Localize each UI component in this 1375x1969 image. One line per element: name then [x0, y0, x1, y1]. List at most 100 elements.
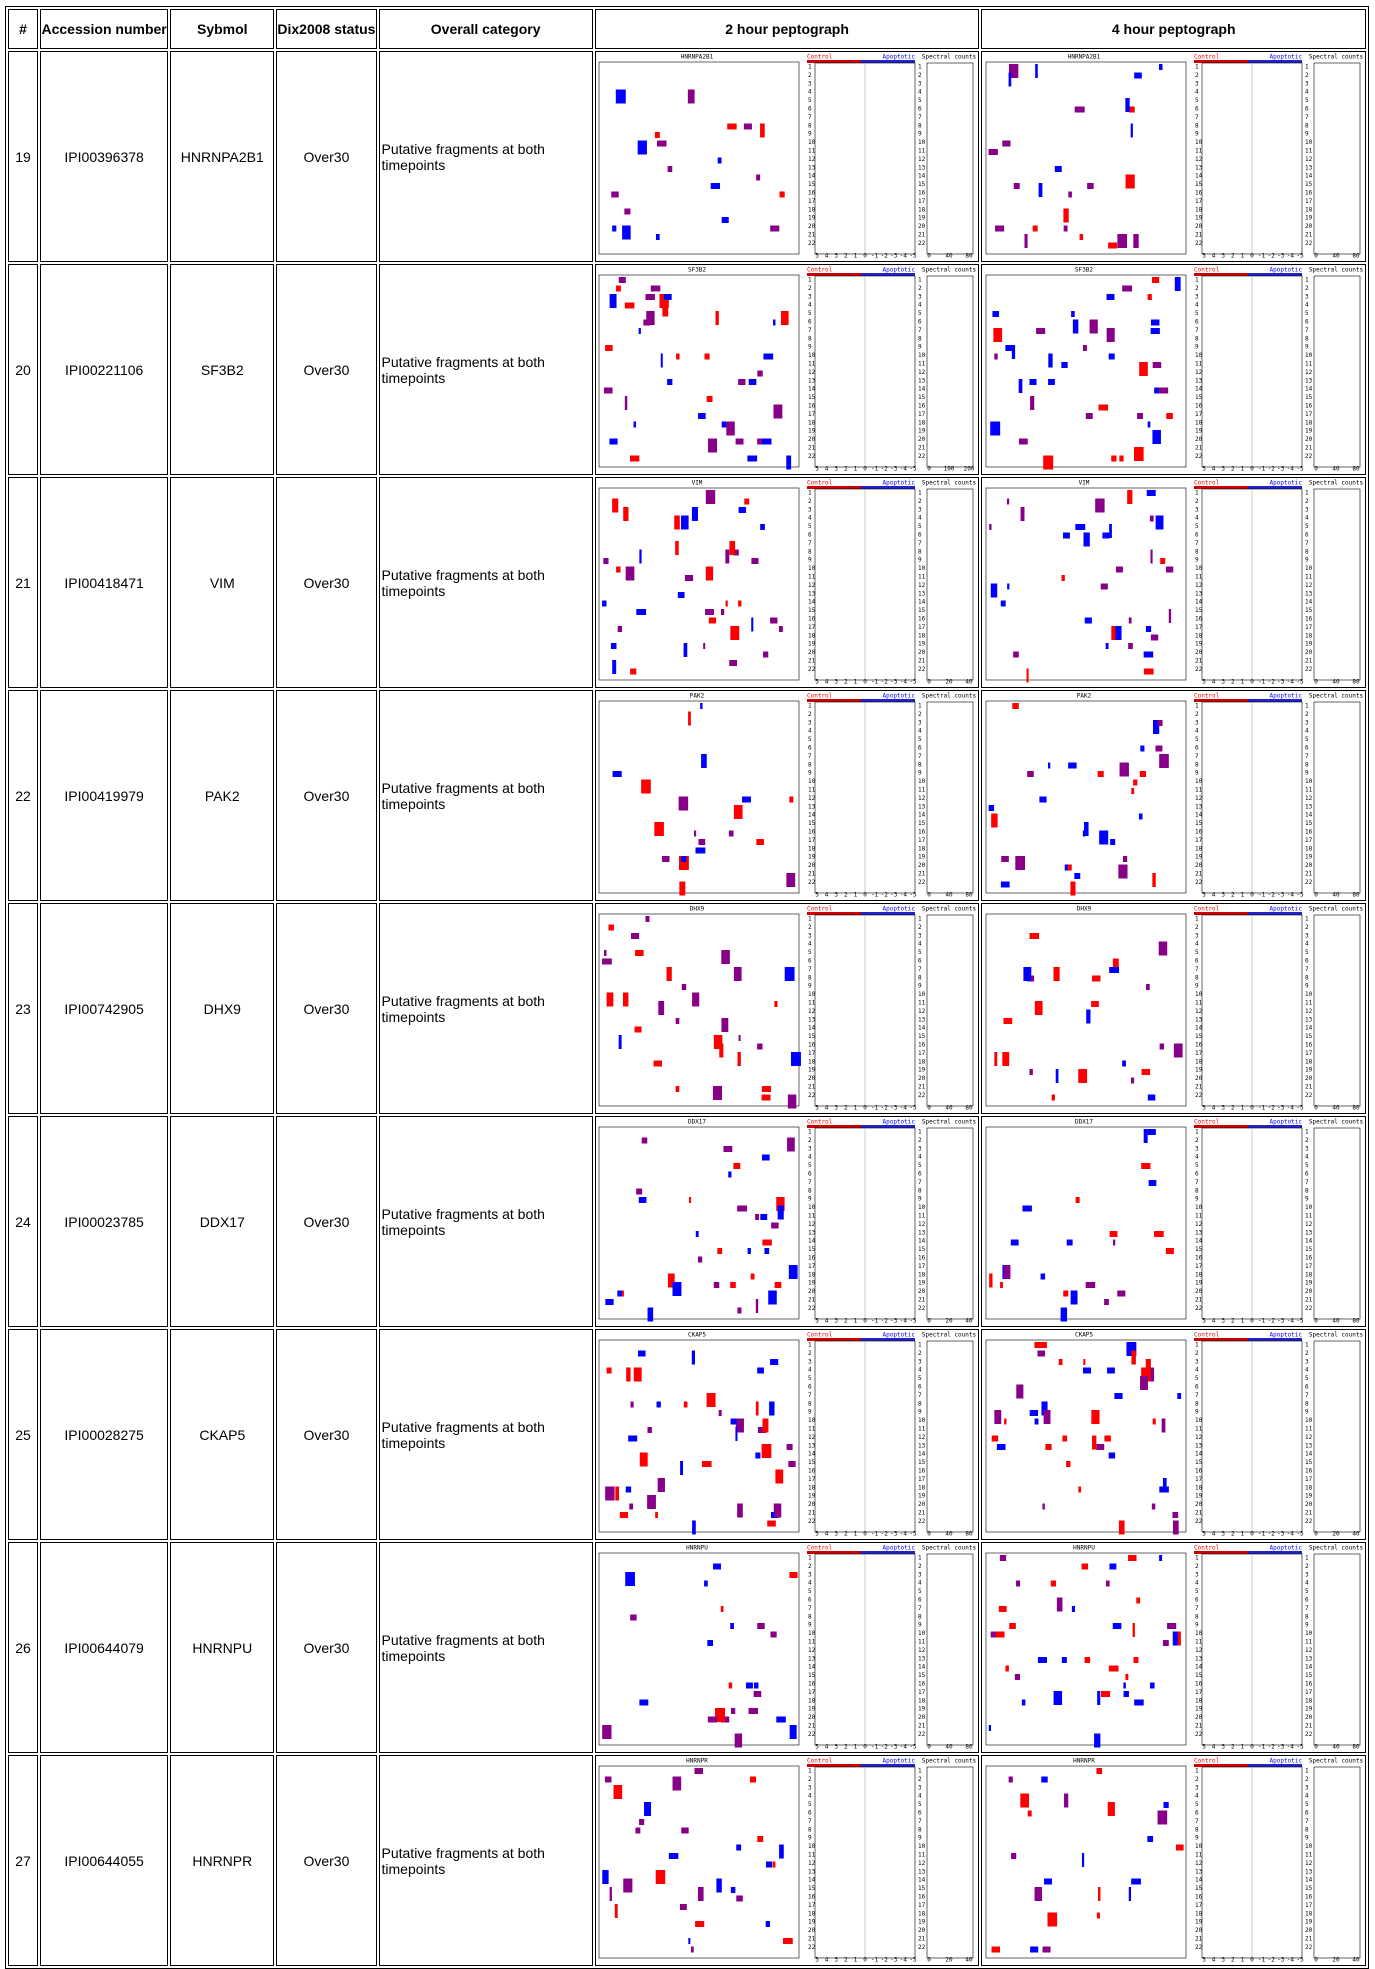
lane-number: 7 [918, 1605, 922, 1612]
dix2008-status: Over30 [276, 690, 377, 901]
table-row: 19 IPI00396378 HNRNPA2B1 Over30 Putative fra… [8, 51, 1366, 262]
lane-number: 10 [918, 1843, 926, 1850]
lane-number: 15 [918, 1672, 926, 1679]
lane-number: 7 [1305, 753, 1309, 760]
apoptotic-label: Apoptotic [883, 1545, 916, 1552]
lane-number: 7 [1305, 1179, 1309, 1186]
peptide-band [634, 1026, 642, 1033]
lane-number: 1 [1305, 916, 1309, 923]
lane-number: 18 [808, 1484, 816, 1491]
lane-number: 18 [1305, 845, 1313, 852]
peptide-band [1138, 362, 1148, 376]
fold-tick-label: 1 [854, 1744, 858, 1750]
lane-number: 12 [808, 1434, 816, 1441]
lane-number: 20 [918, 1714, 926, 1721]
fold-tick-label: -2 [881, 1531, 889, 1537]
lane-number: 5 [918, 736, 922, 743]
fold-tick-label: 2 [1231, 1318, 1235, 1324]
lane-number: 4 [808, 515, 812, 522]
lane-number: 16 [918, 1468, 926, 1475]
peptide-band [721, 421, 730, 428]
peptide-band [1073, 873, 1080, 879]
counts-panel [926, 275, 974, 468]
lane-number: 7 [1195, 966, 1199, 973]
peptide-band [1157, 1810, 1167, 1825]
lane-number: 5 [918, 310, 922, 317]
lane-number: 4 [1305, 1580, 1309, 1587]
peptide-band [786, 1444, 793, 1450]
lane-number: 1 [808, 1768, 812, 1775]
peptide-band [1003, 1018, 1012, 1024]
peptide-band [720, 1606, 724, 1612]
fold-tick-label: -5 [909, 466, 917, 472]
gradient-bar-red [1193, 273, 1248, 276]
lane-number: 15 [1195, 820, 1203, 827]
lane-number: 18 [1305, 632, 1313, 639]
counts-panel [1313, 701, 1360, 894]
lane-number: 5 [1195, 1162, 1199, 1169]
lane-number: 11 [1305, 1639, 1313, 1646]
peptide-band [1152, 1418, 1156, 1425]
symbol: HNRNPA2B1 [170, 51, 275, 262]
fold-tick-label: 0 [863, 253, 867, 259]
counts-panel [926, 1127, 974, 1320]
lane-number: 4 [1305, 89, 1309, 96]
peptide-band [1085, 1282, 1095, 1288]
lane-number: 2 [918, 1563, 922, 1570]
lane-number: 7 [918, 1392, 922, 1399]
peptide-band [1054, 166, 1062, 172]
peptide-band [1130, 123, 1133, 138]
peptide-band [1043, 1410, 1051, 1424]
fold-tick-label: -4 [1286, 1744, 1294, 1750]
count-tick-label: 40 [1332, 1318, 1340, 1324]
peptograph-title: SF3B2 [688, 267, 706, 274]
count-tick-label: 80 [965, 1105, 973, 1111]
lane-number: 21 [1305, 1510, 1313, 1517]
fold-tick-label: 4 [1211, 892, 1215, 898]
peptide-band [772, 1861, 776, 1868]
gradient-bar-blue [861, 699, 916, 702]
fold-tick-label: 3 [1221, 679, 1225, 685]
peptide-band [692, 507, 699, 521]
peptide-band [721, 217, 729, 223]
fold-tick-label: 3 [834, 892, 838, 898]
count-tick-label: 20 [1332, 1957, 1340, 1963]
lane-number: 21 [1305, 1936, 1313, 1943]
lane-number: 18 [918, 632, 926, 639]
lane-number: 1 [808, 1555, 812, 1562]
table-row: 21 IPI00418471 VIM Over30 Putative fragments… [8, 477, 1366, 688]
peptide-band [655, 1870, 666, 1884]
peptide-band [733, 549, 739, 556]
lane-number: 4 [808, 89, 812, 96]
peptide-band [630, 1401, 634, 1408]
fold-tick-label: -5 [909, 253, 917, 259]
lane-number: 18 [1195, 1058, 1203, 1065]
lane-number: 21 [918, 658, 926, 665]
fold-tick-label: -5 [1296, 1957, 1304, 1963]
lane-number: 4 [918, 515, 922, 522]
lane-number: 15 [808, 1246, 816, 1253]
lane-number: 10 [1305, 1204, 1313, 1211]
peptograph-2h-cell: HNRNPU Control Apoptotic Spectral counts 1 1 2… [594, 1542, 980, 1753]
lane-number: 17 [918, 837, 926, 844]
overall-category: Putative fragments at both timepoints [378, 477, 593, 688]
lane-number: 3 [918, 506, 922, 513]
fold-tick-label: 3 [1221, 1957, 1225, 1963]
lane-number: 5 [808, 310, 812, 317]
peptide-band [1072, 319, 1079, 334]
lane-number: 1 [1305, 703, 1309, 710]
peptide-band [609, 294, 617, 308]
lane-number: 8 [808, 761, 812, 768]
fold-tick-label: -5 [909, 1744, 917, 1750]
lane-number: 17 [1305, 837, 1313, 844]
peptide-band [757, 438, 762, 445]
lane-number: 19 [808, 428, 816, 435]
peptide-band [1063, 225, 1068, 232]
lane-number: 8 [1195, 1613, 1199, 1620]
lane-number: 18 [918, 206, 926, 213]
peptide-band [1125, 1674, 1129, 1680]
lane-number: 20 [1195, 1501, 1203, 1508]
accession-number: IPI00419979 [40, 690, 169, 901]
control-label: Control [1194, 54, 1220, 61]
